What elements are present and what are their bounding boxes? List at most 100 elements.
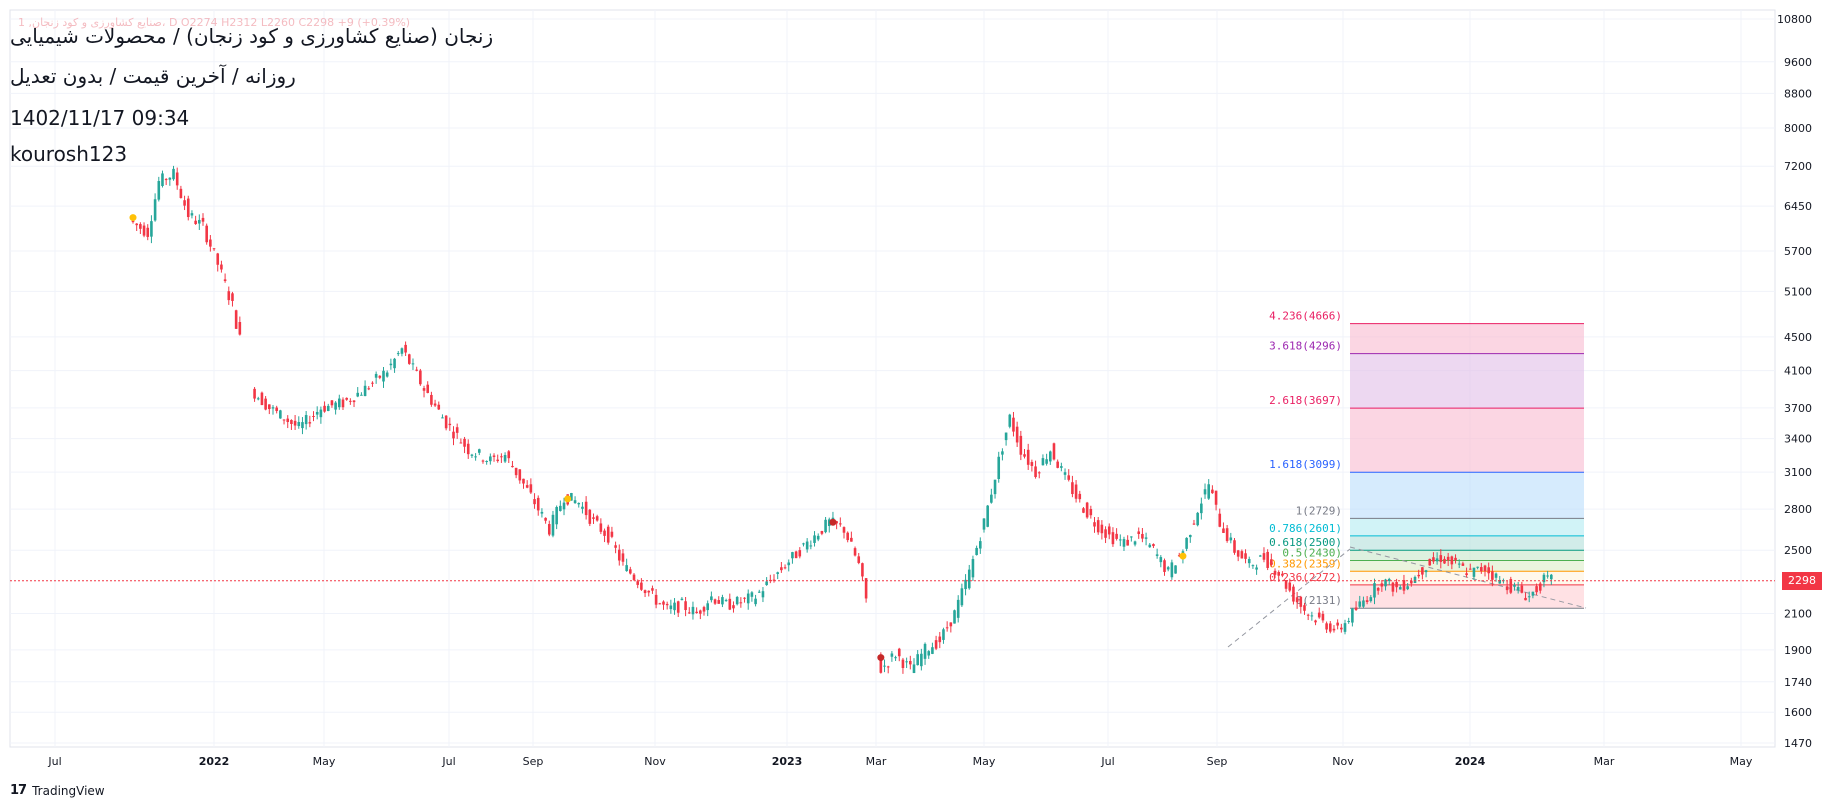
candle-body	[1303, 605, 1306, 611]
candle-body	[441, 417, 444, 419]
candle-body	[326, 405, 330, 412]
candle-body	[1251, 565, 1255, 567]
fib-level-label: 1(2729)	[1296, 504, 1342, 517]
candle-body	[260, 392, 264, 406]
candle-body	[1247, 559, 1251, 564]
candle-body	[949, 622, 953, 627]
candle-body	[975, 547, 978, 556]
candle-body	[1332, 628, 1336, 631]
candle-body	[1299, 596, 1303, 607]
candle-body	[706, 603, 709, 611]
candle-body	[592, 517, 595, 519]
candle-body	[1461, 563, 1465, 566]
trend-lines[interactable]	[1227, 546, 1587, 648]
candle-body	[1037, 472, 1041, 474]
candle-body	[279, 410, 282, 419]
candle-body	[1351, 608, 1354, 623]
x-tick-label: Jul	[47, 755, 61, 768]
candle-body	[1391, 582, 1395, 592]
candle-body	[931, 647, 934, 654]
candle-body	[710, 596, 713, 601]
fib-level-label: 0.618(2500)	[1269, 536, 1342, 549]
candle-body	[1078, 493, 1082, 500]
y-tick-label: 1900	[1784, 644, 1812, 657]
candle-body	[964, 579, 967, 590]
candle-body	[1107, 526, 1111, 535]
red-dot-marker	[829, 518, 837, 526]
fib-level-label: 0.382(2359)	[1269, 557, 1342, 570]
candle-body	[1483, 565, 1487, 572]
candle-body	[676, 601, 680, 613]
candle-body	[640, 582, 643, 590]
candle-body	[1229, 537, 1233, 541]
candle-body	[1211, 489, 1214, 494]
candle-body	[986, 505, 989, 527]
candle-body	[1325, 623, 1328, 630]
y-tick-label: 3100	[1784, 466, 1812, 479]
candle-body	[820, 530, 824, 534]
candle-body	[1450, 556, 1454, 565]
candle-body	[990, 494, 993, 503]
candle-body	[967, 569, 971, 589]
y-tick-label: 2800	[1784, 503, 1812, 516]
candle-body	[1398, 587, 1402, 590]
candle-body	[1015, 426, 1019, 443]
candle-body	[599, 523, 603, 532]
candle-body	[1085, 502, 1089, 518]
tradingview-logo-icon: 17	[10, 783, 27, 798]
candle-body	[1476, 566, 1479, 568]
candle-body	[1137, 531, 1141, 535]
candle-body	[743, 597, 746, 599]
candle-body	[150, 221, 153, 237]
fibonacci-extension[interactable]: 4.236(4666) 3.618(4296) 2.618(3697) 1.618(3…	[1269, 310, 1584, 609]
candle-body	[168, 177, 172, 180]
yellow-dot-marker	[564, 495, 572, 503]
candle-body	[1487, 567, 1490, 574]
candle-body	[345, 397, 348, 400]
candle-body	[1428, 558, 1432, 566]
candle-body	[1082, 508, 1085, 513]
candle-body	[794, 551, 798, 559]
candle-body	[581, 506, 584, 509]
candle-body	[1281, 573, 1284, 576]
candle-body	[1310, 615, 1314, 617]
candle-body	[444, 415, 448, 429]
yellow-dot-marker	[129, 214, 137, 222]
axes[interactable]: 10800 9600 8800 8000 7200 6450 5700 5100 4500 410…	[10, 13, 1812, 768]
candle-body	[1284, 580, 1288, 589]
candle-body	[614, 545, 617, 548]
x-tick-label: May	[1730, 755, 1753, 768]
trend-line-2[interactable]	[1349, 546, 1587, 609]
candle-body	[971, 559, 975, 578]
candle-body	[212, 248, 216, 250]
candle-body	[1111, 532, 1115, 545]
candle-body	[595, 516, 599, 521]
candle-body	[220, 264, 223, 270]
fib-zone	[1350, 323, 1584, 354]
candle-body	[407, 354, 411, 364]
candle-body	[621, 553, 625, 562]
candle-body	[938, 636, 942, 643]
candle-body	[1550, 574, 1553, 580]
x-tick-label: Jul	[1100, 755, 1114, 768]
fib-zone	[1350, 550, 1584, 561]
candle-body	[1008, 414, 1012, 427]
candle-body	[813, 535, 816, 543]
candle-body	[1207, 484, 1211, 499]
x-tick-label: Mar	[866, 755, 887, 768]
candle-body	[1200, 503, 1203, 514]
candle-body	[198, 219, 201, 224]
trend-line-1[interactable]	[1227, 548, 1351, 648]
candle-body	[728, 598, 732, 610]
candle-body	[396, 353, 400, 355]
candle-body	[330, 400, 334, 406]
candle-body	[1472, 567, 1476, 577]
candle-body	[264, 398, 267, 410]
tradingview-brand[interactable]: 17 TradingView	[10, 783, 105, 798]
x-tick-label: May	[973, 755, 996, 768]
candle-body	[231, 293, 234, 301]
candle-body	[1163, 560, 1166, 572]
candle-body	[349, 400, 352, 402]
candle-body	[518, 469, 522, 481]
